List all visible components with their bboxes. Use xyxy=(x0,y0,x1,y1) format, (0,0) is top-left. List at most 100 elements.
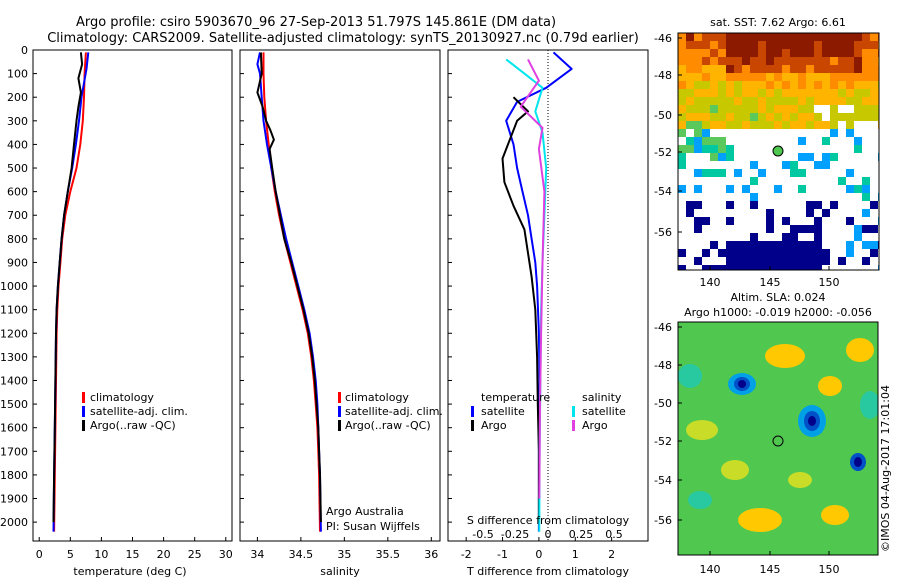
depth-tick-label: 1600 xyxy=(0,422,28,435)
sst-grid-cell xyxy=(758,49,766,57)
sst-grid-cell xyxy=(718,169,726,177)
sst-map-ticks xyxy=(678,37,830,270)
argo-float-location-marker xyxy=(772,145,784,157)
sst-grid-cell xyxy=(742,33,750,41)
sst-grid-cell xyxy=(710,153,718,161)
sst-grid-cell xyxy=(686,145,694,153)
sst-grid-cell xyxy=(870,113,878,121)
legend-swatch-sal-satellite xyxy=(572,406,575,417)
sst-grid-cell xyxy=(742,241,750,249)
sla-anomaly-blob xyxy=(678,364,702,388)
sst-grid-cell xyxy=(678,41,686,49)
sst-grid-cell xyxy=(766,121,774,129)
sst-grid-cell xyxy=(766,209,774,217)
sst-grid-cell xyxy=(814,225,822,233)
sst-grid-cell xyxy=(822,121,830,129)
sst-map-lat-label: -54 xyxy=(654,185,672,198)
sst-grid-cell xyxy=(734,97,742,105)
depth-tick-label: 700 xyxy=(7,209,28,222)
sst-grid-cell xyxy=(766,113,774,121)
sst-grid-cell xyxy=(846,49,854,57)
sst-grid-cell xyxy=(814,49,822,57)
sst-grid-cell xyxy=(830,153,838,161)
sst-grid-cell xyxy=(846,121,854,129)
sst-grid-cell xyxy=(838,97,846,105)
s-difference-tick-label: 0.5 xyxy=(605,528,623,541)
sst-grid-cell xyxy=(870,241,878,249)
sst-grid-cell xyxy=(854,49,862,57)
depth-tick-label: 1100 xyxy=(0,304,28,317)
sst-grid-cell xyxy=(686,209,694,217)
sst-grid-cell xyxy=(862,225,870,233)
sst-grid-cell xyxy=(710,81,718,89)
figure-title-line2: Climatology: CARS2009. Satellite-adjuste… xyxy=(47,31,639,46)
sst-grid-cell xyxy=(678,113,686,121)
sst-grid-cell xyxy=(838,177,846,185)
sst-grid-cell xyxy=(750,97,758,105)
sst-grid-cell xyxy=(686,57,694,65)
x-tick-label: 34 xyxy=(250,548,264,561)
x-tick-label: 20 xyxy=(157,548,171,561)
sst-grid-cell xyxy=(830,201,838,209)
sst-map-lat-label: -50 xyxy=(654,109,672,122)
sst-grid-cell xyxy=(686,89,694,97)
legend-swatch-sal-argo xyxy=(572,420,575,431)
sst-grid-cell xyxy=(782,241,790,249)
sst-grid-cell xyxy=(870,41,878,49)
sst-grid-cell xyxy=(822,41,830,49)
sst-map-title: sat. SST: 7.62 Argo: 6.61 xyxy=(710,16,846,29)
sst-grid-cell xyxy=(726,97,734,105)
sst-grid-cell xyxy=(774,265,782,270)
sst-grid-cell xyxy=(710,265,718,270)
sst-grid-cell xyxy=(710,73,718,81)
sst-grid-cell xyxy=(774,57,782,65)
sst-grid-cell xyxy=(718,65,726,73)
sst-grid-cell xyxy=(862,193,870,201)
sst-grid-cell xyxy=(750,73,758,81)
sst-grid-cell xyxy=(798,73,806,81)
sst-grid-cell xyxy=(774,257,782,265)
depth-tick-label: 2000 xyxy=(0,516,28,529)
argo-float-location-marker xyxy=(772,435,784,447)
sst-grid-cell xyxy=(758,105,766,113)
sst-grid-cell xyxy=(870,65,878,73)
sst-grid-cell xyxy=(862,105,870,113)
sst-grid-cell xyxy=(862,241,870,249)
legend-label-temp-satellite: satellite xyxy=(481,405,525,418)
sst-grid-cell xyxy=(806,225,814,233)
depth-tick-label: 800 xyxy=(7,233,28,246)
sla-anomaly-blob xyxy=(686,420,718,440)
sst-grid-cell xyxy=(750,161,758,169)
sst-grid-cell xyxy=(846,241,854,249)
sst-grid-cell xyxy=(718,121,726,129)
sla-map-lat-label: -46 xyxy=(654,321,672,334)
sst-grid-cell xyxy=(790,73,798,81)
sst-grid-cell xyxy=(774,105,782,113)
sla-map-lat-label: -52 xyxy=(654,435,672,448)
sst-map-lat-label: -46 xyxy=(654,32,672,45)
sst-grid-cell xyxy=(718,89,726,97)
sst-grid-cell xyxy=(806,241,814,249)
sst-grid-cell xyxy=(814,241,822,249)
sst-grid-cell xyxy=(718,41,726,49)
sst-grid-cell xyxy=(870,249,878,257)
salinity-axes-box xyxy=(239,49,441,542)
temperature-axes-box xyxy=(32,49,233,542)
sla-map-lat-label: -54 xyxy=(654,474,672,487)
sst-grid-cell xyxy=(814,89,822,97)
sst-grid-cell xyxy=(838,33,846,41)
sst-grid-cell xyxy=(702,41,710,49)
temperature-ticks: 0 5 10 15 20 25 300100200300400500600700800900… xyxy=(0,44,233,561)
legend-swatch-temp-argo xyxy=(471,420,474,431)
sst-grid-cell xyxy=(678,57,686,65)
depth-tick-label: 1200 xyxy=(0,327,28,340)
sst-grid-cell xyxy=(798,153,806,161)
sst-grid-cell xyxy=(750,201,758,209)
temperature-panel: 0 5 10 15 20 25 300100200300400500600700800900… xyxy=(0,44,233,578)
sst-grid-cell xyxy=(814,233,822,241)
sst-grid-cell xyxy=(734,241,742,249)
x-tick-label: 35.5 xyxy=(376,548,401,561)
sst-grid-cell xyxy=(678,73,686,81)
sst-grid-cell xyxy=(798,97,806,105)
sst-grid-cell xyxy=(686,41,694,49)
